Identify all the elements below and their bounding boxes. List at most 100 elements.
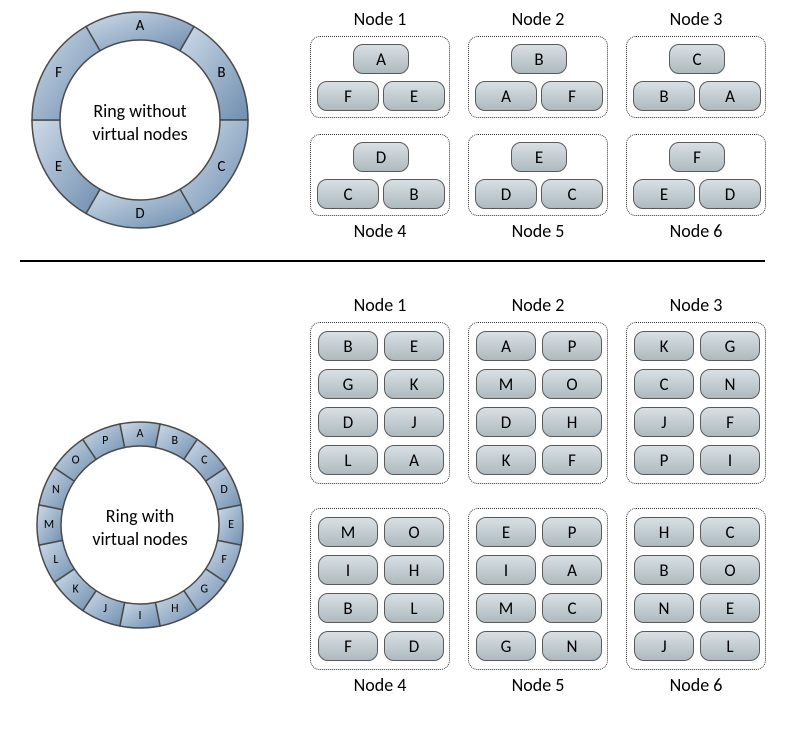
pill: C bbox=[542, 593, 602, 623]
pill: A bbox=[353, 44, 409, 74]
pill: C bbox=[317, 179, 379, 209]
pill: A bbox=[384, 445, 444, 475]
pill: L bbox=[318, 445, 378, 475]
node-box-b5: EPIAMCGN bbox=[468, 508, 608, 670]
ring-segment-label-G: G bbox=[201, 582, 209, 596]
ring-segment-label-B: B bbox=[172, 434, 179, 448]
pill: P bbox=[542, 331, 602, 361]
pill: H bbox=[384, 555, 444, 585]
ring-segment-label-P: P bbox=[102, 434, 108, 448]
ring-segment-label-E: E bbox=[228, 518, 234, 532]
node-title-5: Node 5 bbox=[468, 220, 608, 242]
node-box-2: BAF bbox=[468, 36, 608, 118]
pill: G bbox=[700, 331, 760, 361]
node-title-b6: Node 6 bbox=[626, 674, 766, 696]
node-box-b2: APMODHKF bbox=[468, 322, 608, 484]
pill: F bbox=[541, 81, 603, 111]
node-title-b3: Node 3 bbox=[626, 294, 766, 316]
node-box-b3: KGCNJFPI bbox=[626, 322, 766, 484]
pill: K bbox=[384, 369, 444, 399]
pill: F bbox=[700, 407, 760, 437]
pill: J bbox=[634, 631, 694, 661]
pill: D bbox=[384, 631, 444, 661]
section-divider bbox=[20, 260, 765, 262]
pill: F bbox=[318, 631, 378, 661]
node-box-b4: MOIHBLFD bbox=[310, 508, 450, 670]
node-title-b1: Node 1 bbox=[310, 294, 450, 316]
ring-segment-label-A: A bbox=[137, 427, 144, 441]
node-box-b1: BEGKDJLA bbox=[310, 322, 450, 484]
pill: C bbox=[634, 369, 694, 399]
pill: M bbox=[476, 593, 536, 623]
node-title-6: Node 6 bbox=[626, 220, 766, 242]
pill: A bbox=[542, 555, 602, 585]
node-title-b2: Node 2 bbox=[468, 294, 608, 316]
node-title-b4: Node 4 bbox=[310, 674, 450, 696]
pill: J bbox=[634, 407, 694, 437]
pill: B bbox=[633, 81, 695, 111]
pill: M bbox=[318, 517, 378, 547]
ring-segment-label-N: N bbox=[52, 483, 60, 497]
pill: N bbox=[634, 593, 694, 623]
ring-segment-label-F: F bbox=[221, 553, 227, 567]
pill: D bbox=[699, 179, 761, 209]
ring-top-label-line1: Ring without bbox=[93, 100, 186, 122]
pill: H bbox=[542, 407, 602, 437]
ring-segment-label-J: J bbox=[103, 602, 107, 616]
pill: E bbox=[633, 179, 695, 209]
pill: F bbox=[542, 445, 602, 475]
pill: E bbox=[476, 517, 536, 547]
pill: E bbox=[700, 593, 760, 623]
ring-top-label-line2: virtual nodes bbox=[92, 123, 187, 145]
pill: J bbox=[384, 407, 444, 437]
pill: N bbox=[542, 631, 602, 661]
node-title-2: Node 2 bbox=[468, 8, 608, 30]
ring-segment-label-C: C bbox=[217, 158, 225, 176]
ring-segment-label-M: M bbox=[44, 518, 54, 532]
pill: B bbox=[383, 179, 445, 209]
pill: D bbox=[476, 407, 536, 437]
pill: N bbox=[700, 369, 760, 399]
node-box-4: DCB bbox=[310, 134, 450, 216]
pill: I bbox=[318, 555, 378, 585]
pill: I bbox=[476, 555, 536, 585]
pill: K bbox=[634, 331, 694, 361]
pill: M bbox=[476, 369, 536, 399]
pill: E bbox=[511, 142, 567, 172]
ring-segment-label-D: D bbox=[135, 205, 144, 223]
pill: K bbox=[476, 445, 536, 475]
node-box-5: EDC bbox=[468, 134, 608, 216]
pill: O bbox=[700, 555, 760, 585]
ring-segment-label-C: C bbox=[201, 454, 208, 468]
pill: C bbox=[541, 179, 603, 209]
pill: D bbox=[475, 179, 537, 209]
pill: F bbox=[669, 142, 725, 172]
pill: E bbox=[383, 81, 445, 111]
ring-segment-label-L: L bbox=[53, 553, 58, 567]
ring-segment-label-D: D bbox=[220, 483, 227, 497]
pill: G bbox=[318, 369, 378, 399]
ring-segment-label-F: F bbox=[55, 64, 62, 82]
ring-without-virtual-nodes: ABCDEF Ring without virtual nodes bbox=[0, 0, 280, 250]
ring-with-virtual-nodes: ABCDEFGHIJKLMNOP Ring with virtual nodes bbox=[0, 400, 280, 655]
pill: P bbox=[542, 517, 602, 547]
pill: D bbox=[318, 407, 378, 437]
pill: O bbox=[384, 517, 444, 547]
pill: B bbox=[634, 555, 694, 585]
ring-bottom-label-line1: Ring with bbox=[106, 505, 174, 527]
ring-bottom-label: Ring with virtual nodes bbox=[70, 505, 210, 552]
ring-segment-label-B: B bbox=[217, 64, 225, 82]
node-title-b5: Node 5 bbox=[468, 674, 608, 696]
ring-segment-label-O: O bbox=[72, 454, 80, 468]
node-box-6: FED bbox=[626, 134, 766, 216]
pill: E bbox=[384, 331, 444, 361]
pill: L bbox=[700, 631, 760, 661]
pill: O bbox=[542, 369, 602, 399]
pill: C bbox=[700, 517, 760, 547]
pill: A bbox=[699, 81, 761, 111]
pill: D bbox=[353, 142, 409, 172]
pill: H bbox=[634, 517, 694, 547]
ring-segment-label-H: H bbox=[171, 602, 178, 616]
pill: A bbox=[476, 331, 536, 361]
node-box-3: CBA bbox=[626, 36, 766, 118]
